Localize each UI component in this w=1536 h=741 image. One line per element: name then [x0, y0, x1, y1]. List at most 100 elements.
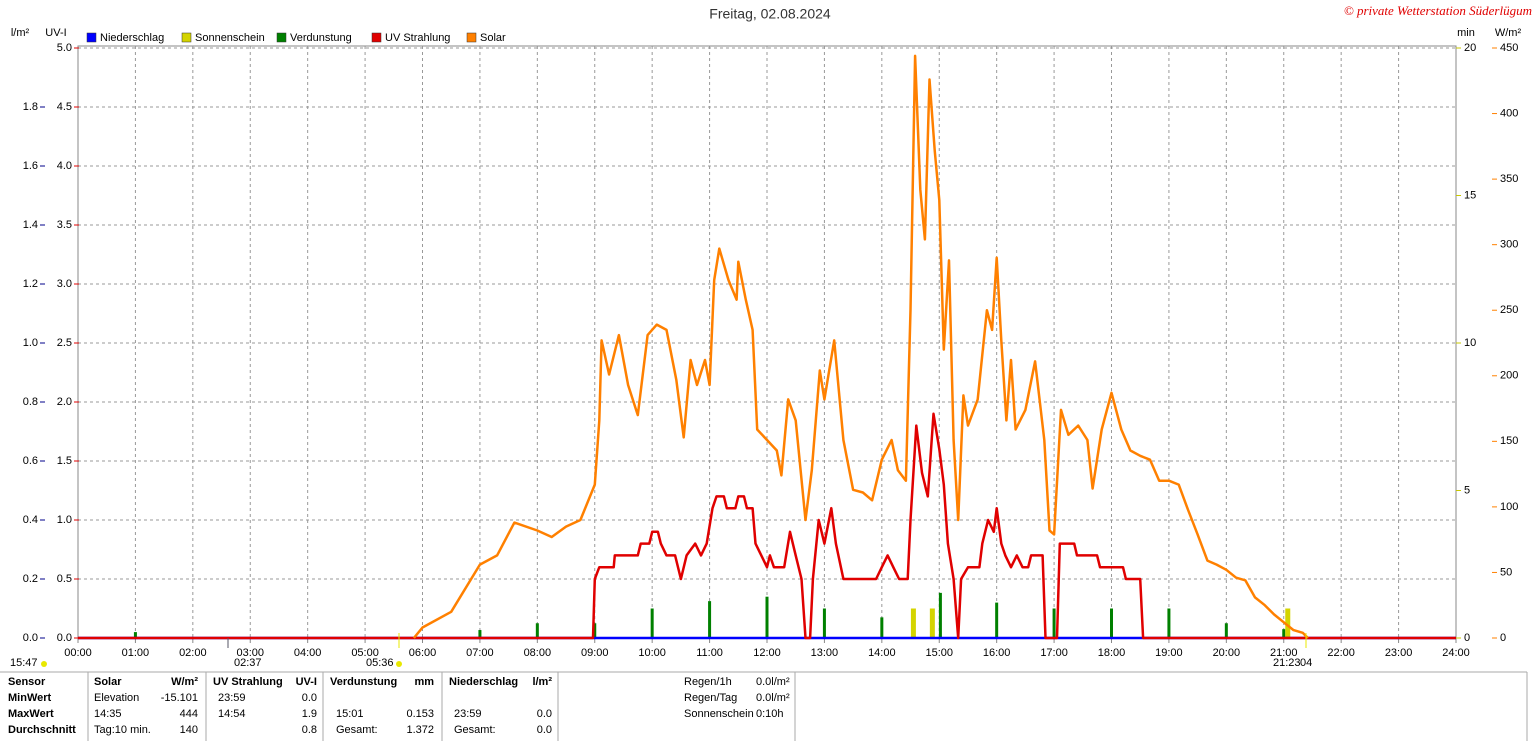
table-cell: Gesamt:	[454, 724, 496, 736]
legend-swatch	[86, 32, 97, 43]
bar	[478, 630, 482, 638]
y-tick-label: 0.2	[23, 573, 38, 585]
y-tick-label: 0.0	[23, 632, 38, 644]
series-line	[78, 412, 1456, 640]
table-header: mm	[414, 676, 434, 688]
bar	[938, 592, 942, 638]
x-tick-label: 04:00	[294, 647, 322, 659]
table-cell: 14:54	[218, 708, 246, 720]
x-tick-label: 23:00	[1385, 647, 1413, 659]
x-tick-label: 24:00	[1442, 647, 1470, 659]
y-tick-label: 1.2	[23, 278, 38, 290]
bar	[1167, 608, 1171, 638]
x-tick-label: 05:00	[351, 647, 379, 659]
table-cell: 444	[180, 708, 198, 720]
table-cell: 23:59	[454, 708, 482, 720]
y-tick-label: 250	[1500, 304, 1518, 316]
y-tick-label: 5	[1464, 484, 1470, 496]
annotation: 05:36	[366, 657, 394, 669]
y-tick-label: 200	[1500, 370, 1518, 382]
table-cell: Tag:10 min.	[94, 724, 151, 736]
annotation: 15:47	[10, 657, 38, 669]
legend-label: Solar	[480, 32, 506, 44]
x-tick-label: 18:00	[1098, 647, 1126, 659]
table-cell: 1.9	[302, 708, 317, 720]
y-tick-label: 0	[1500, 632, 1506, 644]
y-tick-label: 4.0	[57, 160, 72, 172]
copyright: © private Wetterstation Süderlügum	[1344, 3, 1532, 18]
x-tick-label: 14:00	[868, 647, 896, 659]
bar	[650, 608, 654, 638]
legend-swatch	[276, 32, 287, 43]
bar	[535, 623, 539, 638]
table-cell: 0.0	[302, 692, 317, 704]
summary-value: 0.0l/m²	[756, 692, 790, 704]
y-tick-label: 0.8	[23, 396, 38, 408]
table-header: W/m²	[171, 676, 198, 688]
table-cell: 0.8	[302, 724, 317, 736]
table-cell: 0.153	[406, 708, 434, 720]
y-tick-label: 150	[1500, 435, 1518, 447]
y-tick-label: 300	[1500, 239, 1518, 251]
legend-swatch	[181, 32, 192, 43]
x-tick-label: 11:00	[696, 647, 723, 659]
y-tick-label: 20	[1464, 42, 1476, 54]
y-tick-label: 2.5	[57, 337, 72, 349]
table-cell: Gesamt:	[336, 724, 378, 736]
y-tick-label: 3.0	[57, 278, 72, 290]
bar	[880, 617, 884, 638]
x-tick-label: 07:00	[466, 647, 494, 659]
annotation: 02:37	[234, 657, 262, 669]
annotation-dot	[41, 661, 47, 667]
summary-label: Sonnenschein	[684, 708, 754, 720]
table-cell: 1.372	[406, 724, 434, 736]
x-tick-label: 02:00	[179, 647, 207, 659]
y-tick-label: 100	[1500, 501, 1518, 513]
y-tick-label: 1.0	[23, 337, 38, 349]
y-tick-label: 0.6	[23, 455, 38, 467]
legend-label: Sonnenschein	[195, 32, 265, 44]
legend-label: Niederschlag	[100, 32, 164, 44]
table-header: l/m²	[532, 676, 552, 688]
annotation-dot	[396, 661, 402, 667]
table-cell: 14:35	[94, 708, 122, 720]
y-tick-label: 0.4	[23, 514, 38, 526]
summary-label: Regen/Tag	[684, 692, 737, 704]
table-cell: 23:59	[218, 692, 246, 704]
axis-title: l/m²	[11, 27, 30, 39]
axis-title: UV-I	[45, 27, 66, 39]
y-tick-label: 10	[1464, 337, 1476, 349]
table-header: Sensor	[8, 676, 46, 688]
series-line	[412, 54, 1309, 639]
table-header: UV-I	[296, 676, 317, 688]
bar	[1052, 608, 1056, 638]
table-cell: 0.0	[537, 724, 552, 736]
y-tick-label: 1.8	[23, 101, 38, 113]
x-tick-label: 15:00	[925, 647, 953, 659]
legend-label: Verdunstung	[290, 32, 352, 44]
row-label: MinWert	[8, 692, 52, 704]
bar	[910, 608, 916, 638]
bar	[1110, 608, 1113, 638]
annotation: 04	[1300, 657, 1312, 669]
table-header: Niederschlag	[449, 676, 518, 688]
x-tick-label: 16:00	[983, 647, 1011, 659]
chart-title: Freitag, 02.08.2024	[709, 6, 831, 22]
annotation: 21:23	[1273, 657, 1301, 669]
legend-swatch	[371, 32, 382, 43]
x-tick-label: 08:00	[524, 647, 552, 659]
bar	[995, 602, 999, 638]
x-tick-label: 10:00	[638, 647, 666, 659]
y-tick-label: 1.4	[23, 219, 38, 231]
y-tick-label: 2.0	[57, 396, 72, 408]
axis-title: W/m²	[1495, 27, 1522, 39]
bar	[593, 623, 597, 638]
table-header: UV Strahlung	[213, 676, 283, 688]
y-tick-label: 15	[1464, 189, 1476, 201]
x-tick-label: 19:00	[1155, 647, 1183, 659]
x-tick-label: 00:00	[64, 647, 92, 659]
x-tick-label: 06:00	[409, 647, 437, 659]
bar	[133, 632, 137, 638]
x-tick-label: 17:00	[1040, 647, 1068, 659]
